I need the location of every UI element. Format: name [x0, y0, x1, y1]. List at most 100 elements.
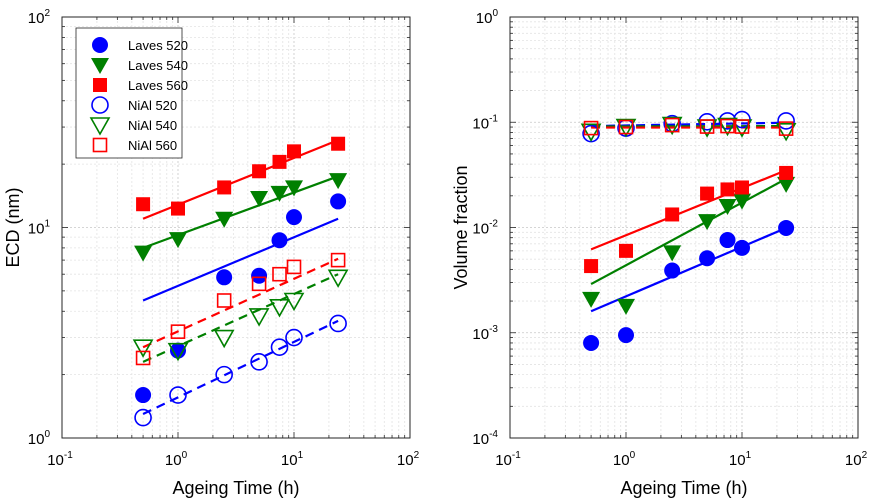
data-point [167, 342, 189, 362]
data-point [720, 182, 735, 197]
data-point [665, 207, 680, 222]
data-point [215, 365, 233, 384]
x-tick-label: 10-1 [495, 450, 521, 469]
data-point [720, 118, 735, 134]
x-tick-label: 100 [165, 450, 188, 469]
data-point [272, 266, 287, 282]
legend-label: Laves 540 [128, 58, 188, 73]
data-point [779, 165, 794, 180]
data-point [580, 123, 602, 142]
data-point [582, 291, 601, 308]
legend: Laves 520 Laves 540 Laves 560 NiAl 520 NiAl … [75, 27, 188, 159]
data-point [170, 324, 186, 339]
tick-labels: 10-1 100 101 102 100 101 102 [28, 8, 420, 469]
left-plot: 10-1 100 101 102 100 101 102 Ageing Time (h) ECD… [3, 8, 420, 498]
data-point [169, 386, 187, 404]
data-point [271, 232, 288, 249]
fit-line [590, 226, 787, 313]
data-point [618, 119, 634, 135]
data-point [584, 259, 599, 274]
y-tick-label: 100 [476, 8, 499, 27]
legend-label: Laves 560 [128, 78, 188, 93]
legend-label: NiAl 520 [128, 98, 177, 113]
tick-labels: 10-1 100 101 102 10-4 10-3 10-2 10-1 100 [472, 8, 867, 469]
legend-label: Laves 520 [128, 38, 188, 53]
x-tick-label: 101 [729, 450, 752, 469]
data-point [251, 267, 268, 284]
data-point [661, 116, 683, 136]
data-points [580, 110, 797, 351]
data-point [285, 180, 303, 197]
data-point [664, 262, 681, 279]
y-tick-label: 10-1 [472, 113, 498, 132]
data-point [329, 314, 347, 333]
data-point [583, 120, 599, 136]
y-tick-label: 10-4 [472, 429, 498, 448]
x-tick-label: 102 [845, 450, 868, 469]
data-point [252, 164, 267, 179]
data-point [777, 112, 795, 130]
data-point [734, 239, 750, 256]
y-tick-label: 101 [28, 219, 51, 238]
data-point [286, 259, 302, 275]
legend-marker [91, 58, 109, 74]
data-point [269, 299, 290, 318]
data-point [329, 173, 348, 190]
data-point [169, 232, 187, 249]
data-point [331, 136, 346, 151]
data-point [250, 191, 269, 208]
legend-marker [92, 137, 108, 153]
data-point [285, 328, 303, 347]
legend-marker [92, 37, 108, 53]
x-tick-label: 10-1 [47, 450, 73, 469]
data-point [136, 197, 151, 212]
data-point [213, 329, 235, 349]
data-point [699, 250, 716, 267]
data-point [663, 245, 682, 262]
data-point [698, 214, 717, 231]
y-tick-label: 102 [28, 8, 51, 27]
data-point [134, 408, 152, 427]
data-point [135, 387, 152, 404]
fit-line [590, 177, 787, 286]
data-point [778, 219, 795, 236]
data-point [733, 193, 751, 210]
data-point [250, 353, 268, 371]
legend-label: NiAl 560 [128, 138, 177, 153]
legend-marker [93, 78, 107, 92]
data-point [132, 339, 154, 358]
y-tick-label: 10-2 [472, 219, 498, 238]
x-tick-label: 100 [613, 450, 636, 469]
x-tick-label: 101 [281, 450, 304, 469]
legend-label: NiAl 540 [128, 118, 177, 133]
data-point [330, 252, 346, 268]
data-point [170, 342, 186, 359]
data-point [618, 327, 634, 344]
data-point [287, 144, 301, 159]
data-point [216, 269, 233, 286]
data-point [248, 308, 270, 327]
data-point [330, 193, 347, 210]
data-point [283, 292, 305, 312]
fit-line [590, 169, 787, 251]
data-point [217, 180, 232, 195]
data-point [270, 338, 289, 356]
x-tick-label: 102 [397, 450, 420, 469]
right-plot: 10-1 100 101 102 10-4 10-3 10-2 10-1 100 Ageing T… [451, 8, 868, 498]
y-tick-label: 10-3 [472, 324, 498, 343]
data-point [664, 117, 680, 133]
data-points [132, 136, 349, 427]
data-point [171, 201, 185, 216]
y-axis-label: ECD (nm) [3, 188, 23, 268]
axes-box [509, 16, 859, 439]
data-point [775, 122, 797, 142]
data-point [216, 293, 232, 308]
y-axis-label: Volume fraction [451, 165, 471, 289]
legend-marker [89, 117, 111, 136]
x-axis-label: Ageing Time (h) [620, 478, 747, 498]
data-point [735, 180, 749, 195]
grid [62, 17, 410, 438]
data-point [718, 199, 737, 216]
data-point [617, 298, 635, 315]
